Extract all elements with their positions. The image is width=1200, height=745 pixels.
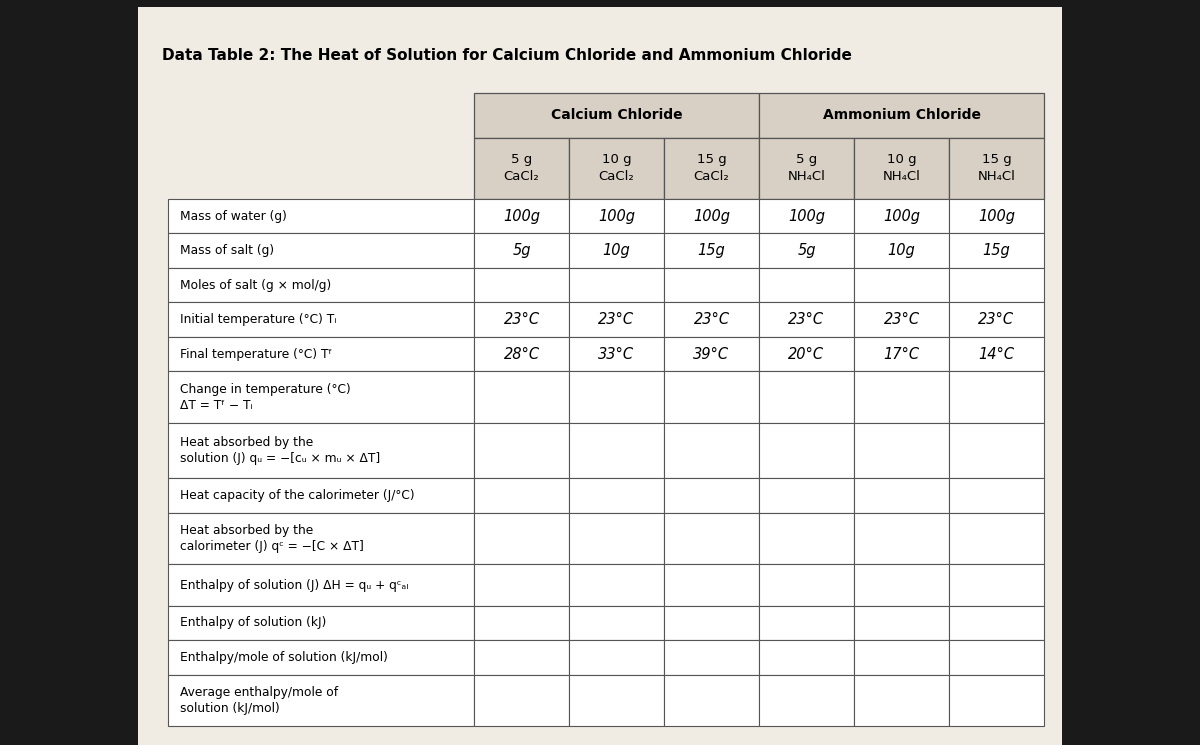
Text: Heat absorbed by the
solution (J) qᵤ = −[cᵤ × mᵤ × ΔT]: Heat absorbed by the solution (J) qᵤ = −… <box>180 436 380 465</box>
Text: Final temperature (°C) Tᶠ: Final temperature (°C) Tᶠ <box>180 348 332 361</box>
Text: Enthalpy of solution (kJ): Enthalpy of solution (kJ) <box>180 616 326 630</box>
Text: 15g: 15g <box>697 243 725 258</box>
Text: Heat absorbed by the
calorimeter (J) qᶜ = −[C × ΔT]: Heat absorbed by the calorimeter (J) qᶜ … <box>180 524 364 553</box>
Text: 23°C: 23°C <box>978 312 1014 327</box>
Text: 5 g
CaCl₂: 5 g CaCl₂ <box>504 153 539 183</box>
Text: 10 g
NH₄Cl: 10 g NH₄Cl <box>882 153 920 183</box>
Text: 15g: 15g <box>983 243 1010 258</box>
Text: Data Table 2: The Heat of Solution for Calcium Chloride and Ammonium Chloride: Data Table 2: The Heat of Solution for C… <box>162 48 852 63</box>
Text: 23°C: 23°C <box>694 312 730 327</box>
Text: 100g: 100g <box>694 209 730 224</box>
Text: Heat capacity of the calorimeter (J/°C): Heat capacity of the calorimeter (J/°C) <box>180 489 415 502</box>
Text: Change in temperature (°C)
ΔT = Tᶠ − Tᵢ: Change in temperature (°C) ΔT = Tᶠ − Tᵢ <box>180 383 350 412</box>
Text: 5g: 5g <box>797 243 816 258</box>
Text: 33°C: 33°C <box>599 346 635 361</box>
Text: Mass of water (g): Mass of water (g) <box>180 209 287 223</box>
Text: Enthalpy/mole of solution (kJ/mol): Enthalpy/mole of solution (kJ/mol) <box>180 651 388 664</box>
Text: Mass of salt (g): Mass of salt (g) <box>180 244 274 257</box>
Text: 5g: 5g <box>512 243 530 258</box>
Text: 15 g
NH₄Cl: 15 g NH₄Cl <box>978 153 1015 183</box>
Text: 23°C: 23°C <box>599 312 635 327</box>
Text: 23°C: 23°C <box>883 312 919 327</box>
Text: 23°C: 23°C <box>504 312 540 327</box>
Text: 100g: 100g <box>788 209 826 224</box>
Text: 100g: 100g <box>503 209 540 224</box>
Text: Calcium Chloride: Calcium Chloride <box>551 109 683 122</box>
Text: 10g: 10g <box>602 243 630 258</box>
Text: 15 g
CaCl₂: 15 g CaCl₂ <box>694 153 730 183</box>
Text: 10g: 10g <box>888 243 916 258</box>
Text: Ammonium Chloride: Ammonium Chloride <box>822 109 980 122</box>
Text: 14°C: 14°C <box>978 346 1014 361</box>
Text: 17°C: 17°C <box>883 346 919 361</box>
Text: 100g: 100g <box>598 209 635 224</box>
Text: 28°C: 28°C <box>504 346 540 361</box>
Text: Initial temperature (°C) Tᵢ: Initial temperature (°C) Tᵢ <box>180 313 336 326</box>
Text: Enthalpy of solution (J) ΔH = qᵤ + qᶜₐₗ: Enthalpy of solution (J) ΔH = qᵤ + qᶜₐₗ <box>180 579 408 592</box>
Text: Average enthalpy/mole of
solution (kJ/mol): Average enthalpy/mole of solution (kJ/mo… <box>180 686 338 715</box>
Text: 39°C: 39°C <box>694 346 730 361</box>
Text: Moles of salt (g × mol/g): Moles of salt (g × mol/g) <box>180 279 331 291</box>
Text: 100g: 100g <box>883 209 920 224</box>
Text: 100g: 100g <box>978 209 1015 224</box>
Text: 20°C: 20°C <box>788 346 824 361</box>
Text: 5 g
NH₄Cl: 5 g NH₄Cl <box>787 153 826 183</box>
Text: 10 g
CaCl₂: 10 g CaCl₂ <box>599 153 635 183</box>
Text: 23°C: 23°C <box>788 312 824 327</box>
